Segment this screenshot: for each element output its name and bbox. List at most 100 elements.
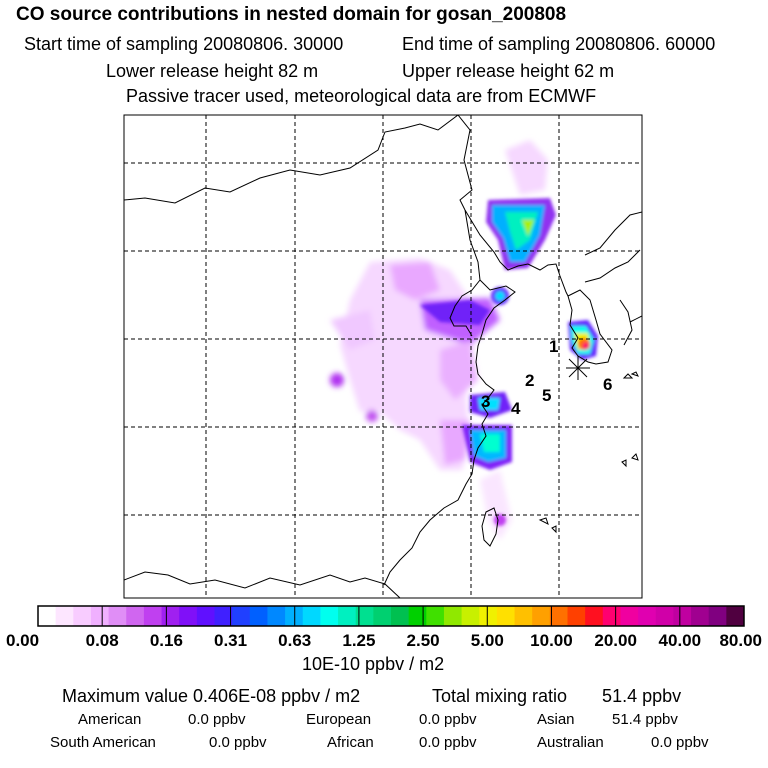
region-name: South American	[50, 734, 156, 751]
plume-faint	[505, 140, 548, 195]
colorbar-swatch	[55, 606, 74, 626]
colorbar-swatch	[214, 606, 233, 626]
plume-light	[390, 262, 440, 300]
maximum-value: Maximum value 0.406E-08 ppbv / m2	[62, 686, 361, 706]
japan-coast	[629, 315, 642, 323]
total-mixing-ratio: Total mixing ratio 51.4 ppbv	[432, 686, 682, 706]
colorbar-swatch	[408, 606, 427, 626]
colorbar-swatch	[426, 606, 445, 626]
plume-light	[440, 420, 470, 465]
colorbar-tick-label: 80.00	[719, 631, 762, 650]
plume-spot	[330, 373, 344, 387]
colorbar-swatch	[673, 606, 692, 626]
region-name: American	[78, 711, 142, 728]
colorbar-swatch	[73, 606, 92, 626]
colorbar-swatch	[108, 606, 127, 626]
island	[551, 525, 557, 534]
island	[622, 373, 634, 379]
grid-lines	[124, 115, 642, 598]
upper-release-height: Upper release height 62 m	[402, 61, 615, 81]
page-title: CO source contributions in nested domain…	[16, 4, 567, 25]
colorbar-swatch	[726, 606, 745, 626]
colorbar-swatch	[602, 606, 621, 626]
colorbar-tick-label: 0.63	[278, 631, 311, 650]
receptor-star	[566, 356, 590, 380]
plume-field	[330, 140, 598, 540]
tracer-note: Passive tracer used, meteorological data…	[126, 86, 597, 106]
region-name: Asian	[537, 711, 575, 728]
region-value: 0.0 ppbv	[419, 711, 477, 728]
island	[630, 371, 639, 377]
colorbar-tick-label: 20.00	[594, 631, 637, 650]
colorbar-swatch	[391, 606, 410, 626]
colorbar-swatch	[90, 606, 110, 626]
taiwan-coast	[481, 507, 499, 547]
border-line	[584, 211, 642, 256]
colorbar-swatch	[373, 606, 392, 626]
island	[621, 459, 627, 468]
plume-faint	[330, 310, 375, 350]
map-label: 2	[525, 371, 534, 390]
colorbar-swatch	[355, 606, 374, 626]
colorbar-swatch	[655, 606, 674, 626]
plume-shandong-core	[495, 291, 505, 301]
colorbar-swatch	[638, 606, 657, 626]
colorbar-tick-label: 0.00	[6, 631, 39, 650]
colorbar-swatch	[302, 606, 321, 626]
region-name: African	[327, 734, 374, 751]
coastline	[567, 289, 613, 365]
colorbar-swatch	[179, 606, 198, 626]
colorbar-tick-label: 1.25	[342, 631, 375, 650]
colorbar-tick-label: 0.16	[150, 631, 183, 650]
colorbar-swatch	[620, 606, 639, 626]
map-label: 1	[549, 337, 558, 356]
plume-core	[420, 300, 490, 325]
colorbar-swatch	[143, 606, 163, 626]
lower-release-height: Lower release height 82 m	[106, 61, 319, 81]
coastline	[584, 249, 641, 283]
map-frame	[123, 114, 643, 599]
region-value: 0.0 ppbv	[651, 734, 709, 751]
colorbar	[37, 605, 745, 627]
region-value: 51.4 ppbv	[612, 711, 678, 728]
start-time: Start time of sampling 20080806. 30000	[24, 34, 344, 54]
colorbar-swatch	[461, 606, 480, 626]
colorbar-swatch	[320, 606, 339, 626]
colorbar-swatch	[514, 606, 533, 626]
colorbar-tick-label: 10.00	[530, 631, 573, 650]
island	[631, 453, 639, 461]
plume-light	[440, 340, 478, 400]
colorbar-swatch	[443, 606, 463, 626]
colorbar-tick-label: 5.00	[471, 631, 504, 650]
colorbar-swatch	[479, 606, 498, 626]
border-line	[124, 115, 459, 204]
coastline	[449, 279, 481, 337]
plume-spot	[366, 410, 378, 422]
colorbar-swatch	[38, 606, 57, 626]
plume-zhejiang-inner	[480, 434, 500, 452]
coastline	[383, 209, 516, 586]
plume-faint	[480, 470, 512, 540]
border-line	[457, 115, 473, 211]
map-label: 6	[603, 375, 612, 394]
colorbar-swatch	[267, 606, 286, 626]
map-label: 3	[481, 392, 490, 411]
colorbar-swatch	[691, 606, 710, 626]
colorbar-swatch	[161, 606, 180, 626]
colorbar-swatch	[532, 606, 551, 626]
colorbar-swatch	[232, 606, 251, 626]
coastlines	[124, 115, 642, 598]
colorbar-swatch	[249, 606, 268, 626]
island	[538, 517, 549, 525]
colorbar-swatch	[549, 606, 568, 626]
region-name: European	[306, 711, 372, 728]
colorbar-unit: 10E-10 ppbv / m2	[302, 654, 445, 674]
plume-taiwan	[494, 514, 506, 526]
coastline	[619, 299, 633, 346]
region-name: Australian	[537, 734, 604, 751]
colorbar-tick-label: 0.31	[214, 631, 247, 650]
border-line	[124, 571, 401, 598]
colorbar-swatch	[285, 606, 304, 626]
end-time: End time of sampling 20080806. 60000	[402, 34, 716, 54]
